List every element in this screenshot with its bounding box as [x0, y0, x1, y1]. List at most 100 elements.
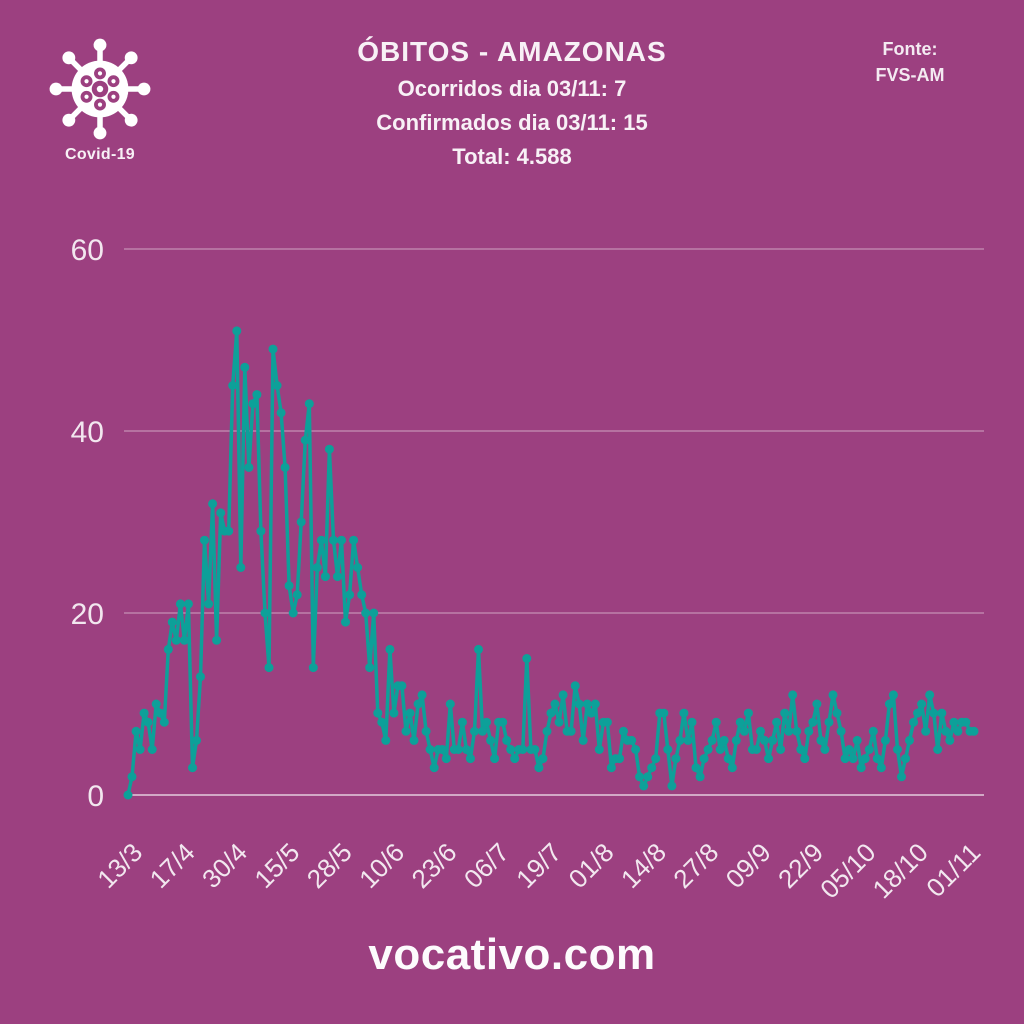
- data-point: [538, 754, 548, 764]
- data-point: [651, 754, 661, 764]
- data-point: [260, 608, 270, 618]
- data-point: [401, 726, 411, 736]
- data-point: [719, 735, 729, 745]
- data-point: [639, 781, 649, 791]
- data-point: [925, 690, 935, 700]
- data-point: [929, 708, 939, 718]
- subtitle-total: Total: 4.588: [452, 144, 572, 169]
- data-point: [586, 708, 596, 718]
- x-tick-label: 14/8: [615, 837, 672, 894]
- data-point: [478, 726, 487, 736]
- subtitle-confirmed: Confirmados dia 03/11: 15: [376, 110, 648, 135]
- data-point: [901, 754, 910, 764]
- data-point: [615, 754, 624, 764]
- data-point: [437, 745, 447, 754]
- data-point: [743, 708, 753, 718]
- data-point: [389, 708, 399, 718]
- data-point: [304, 399, 314, 409]
- data-point: [921, 726, 931, 736]
- data-point: [502, 735, 512, 745]
- data-point: [768, 735, 778, 745]
- data-point: [969, 726, 979, 736]
- data-point: [188, 763, 197, 773]
- data-point: [268, 344, 278, 354]
- data-point: [232, 326, 242, 336]
- data-point: [163, 644, 173, 654]
- x-axis-labels: 13/317/430/415/528/510/623/606/719/701/8…: [91, 837, 986, 904]
- data-point: [723, 754, 733, 764]
- data-point: [812, 699, 822, 709]
- data-point: [876, 763, 886, 773]
- data-point: [296, 517, 306, 527]
- data-point: [405, 708, 415, 718]
- data-point: [695, 772, 705, 782]
- subtitle-occurred: Ocorridos dia 03/11: 7: [397, 76, 627, 101]
- data-point: [409, 735, 419, 745]
- data-point: [820, 745, 830, 754]
- data-point: [264, 663, 274, 673]
- data-point: [534, 763, 544, 773]
- data-point: [913, 708, 923, 718]
- data-point: [256, 526, 266, 536]
- data-point: [780, 708, 790, 718]
- data-point: [893, 745, 902, 754]
- data-point: [530, 745, 540, 754]
- data-point: [474, 644, 483, 654]
- site-watermark: vocativo.com: [368, 930, 656, 979]
- data-point: [796, 745, 806, 754]
- x-tick-label: 05/10: [814, 837, 881, 904]
- data-point: [840, 754, 850, 764]
- data-point: [554, 717, 564, 727]
- data-point: [320, 572, 330, 582]
- data-point: [179, 635, 189, 645]
- source-block: Fonte: FVS-AM: [830, 36, 990, 88]
- y-tick-label: 20: [71, 598, 104, 631]
- data-point: [582, 699, 592, 709]
- data-point: [808, 717, 818, 727]
- x-tick-label: 30/4: [196, 837, 253, 894]
- data-point: [953, 726, 963, 736]
- x-tick-label: 28/5: [301, 837, 358, 894]
- data-point: [167, 617, 177, 627]
- covid-badge-label: Covid-19: [65, 146, 135, 163]
- x-tick-label: 23/6: [405, 837, 462, 894]
- data-point: [675, 735, 685, 745]
- covid-badge: Covid-19: [40, 34, 160, 164]
- data-point: [272, 381, 282, 390]
- data-point: [776, 745, 786, 754]
- data-point: [872, 754, 882, 764]
- data-point: [192, 735, 201, 745]
- x-tick-label: 01/11: [920, 837, 986, 903]
- data-point: [836, 726, 846, 736]
- data-point: [453, 745, 463, 754]
- page-title: ÓBITOS - AMAZONAS: [357, 36, 667, 67]
- data-point: [131, 726, 141, 736]
- data-point: [135, 745, 145, 754]
- data-point: [752, 745, 761, 754]
- data-point: [445, 699, 455, 709]
- data-point: [844, 745, 854, 754]
- data-point: [337, 535, 346, 545]
- data-point: [631, 745, 641, 754]
- data-point: [804, 726, 814, 736]
- data-point: [897, 772, 906, 782]
- data-point: [324, 444, 334, 454]
- data-point: [151, 699, 161, 709]
- data-point: [884, 699, 894, 709]
- data-point: [711, 717, 721, 727]
- data-point: [594, 745, 604, 754]
- data-point: [369, 608, 379, 618]
- x-tick-label: 27/8: [667, 837, 724, 894]
- data-point: [880, 735, 890, 745]
- data-point: [687, 717, 697, 727]
- data-point: [570, 681, 580, 691]
- data-point: [703, 745, 713, 754]
- data-point: [421, 726, 431, 736]
- data-point: [961, 717, 971, 727]
- data-point: [425, 745, 435, 754]
- source-label: Fonte:: [882, 39, 938, 59]
- x-tick-label: 19/7: [510, 837, 567, 894]
- data-point: [486, 735, 496, 745]
- x-tick-label: 01/8: [563, 837, 620, 894]
